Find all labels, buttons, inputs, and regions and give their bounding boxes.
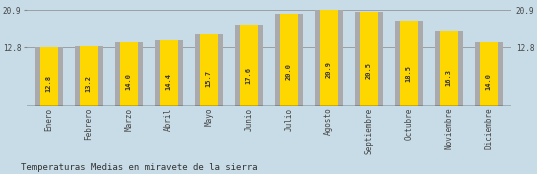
Text: 17.6: 17.6 — [246, 67, 252, 84]
Text: 15.7: 15.7 — [206, 70, 212, 87]
Text: 20.9: 20.9 — [326, 61, 332, 78]
Bar — [155, 40, 183, 106]
Bar — [275, 14, 303, 106]
Text: 14.0: 14.0 — [486, 73, 492, 90]
Bar — [320, 10, 338, 106]
Bar — [440, 31, 458, 106]
Bar — [35, 47, 63, 106]
Bar — [280, 14, 298, 106]
Text: 14.4: 14.4 — [166, 73, 172, 90]
Text: 20.5: 20.5 — [366, 62, 372, 79]
Bar — [75, 46, 103, 106]
Bar — [315, 10, 343, 106]
Bar — [480, 42, 498, 106]
Bar — [400, 21, 418, 106]
Bar — [160, 40, 178, 106]
Text: 12.8: 12.8 — [46, 75, 52, 92]
Text: Temperaturas Medias en miravete de la sierra: Temperaturas Medias en miravete de la si… — [21, 163, 258, 172]
Bar — [355, 12, 383, 106]
Bar — [115, 42, 143, 106]
Bar — [235, 25, 263, 106]
Text: 20.0: 20.0 — [286, 63, 292, 80]
Bar — [200, 34, 218, 106]
Text: 18.5: 18.5 — [406, 65, 412, 82]
Bar — [475, 42, 503, 106]
Text: 13.2: 13.2 — [86, 75, 92, 92]
Text: 16.3: 16.3 — [446, 69, 452, 86]
Bar — [80, 46, 98, 106]
Bar — [40, 47, 58, 106]
Bar — [120, 42, 138, 106]
Bar — [240, 25, 258, 106]
Bar — [395, 21, 423, 106]
Bar — [195, 34, 223, 106]
Bar — [360, 12, 378, 106]
Text: 14.0: 14.0 — [126, 73, 132, 90]
Bar — [435, 31, 463, 106]
